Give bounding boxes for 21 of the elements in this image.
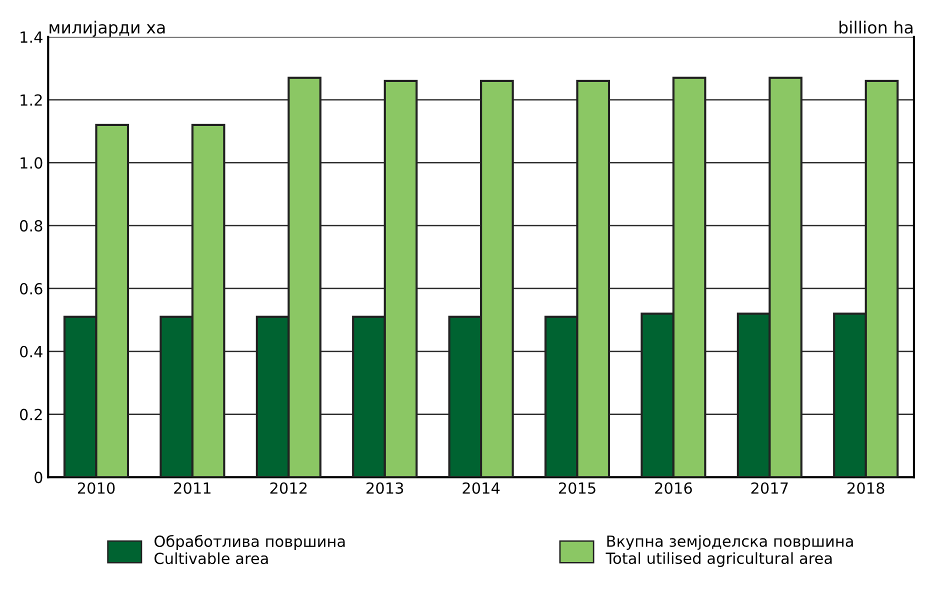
y-tick-label: 1.4 [20, 32, 42, 43]
legend-label: Обработлива површина Cultivable area [154, 534, 345, 564]
x-tick-label: 2010 [78, 482, 115, 494]
text: billion ha [840, 20, 912, 34]
y-tick-label: 1.2 [20, 94, 42, 106]
x-tick-label: 2015 [558, 482, 596, 494]
x-tick-label: 2014 [462, 482, 500, 494]
x-tick-label: 2011 [174, 482, 210, 494]
x-tick-label: 2016 [655, 482, 692, 494]
x-tick-label: 2012 [270, 482, 307, 494]
y-axis-title: милијарди ха [50, 20, 165, 37]
x-tick-label: 2018 [848, 482, 884, 494]
y-tick-label: 1.0 [20, 157, 42, 169]
y-tick-label: 0.8 [20, 220, 42, 232]
x-tick-label: 2013 [366, 482, 404, 494]
x-tick-label: 2017 [751, 482, 788, 494]
y-tick-label: 0.6 [20, 282, 42, 295]
y-tick-label: 0 [34, 472, 42, 484]
y-tick-label: 0.4 [20, 346, 42, 358]
legend-label: Вкупна земјоделска површина Total utilised agricultural area [606, 535, 853, 567]
y-tick-label: 0.2 [20, 408, 42, 420]
